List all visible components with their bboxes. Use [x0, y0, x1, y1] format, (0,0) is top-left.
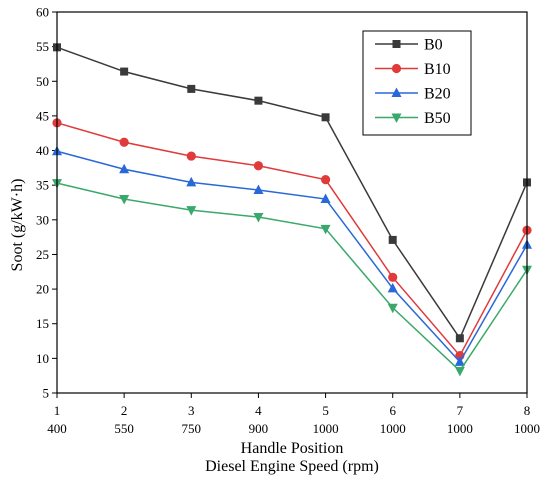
data-point	[119, 137, 129, 147]
data-point	[455, 334, 464, 343]
y-axis-ticks: 5 10 15 20 25 30 35 40 45 50 55 60	[36, 5, 57, 401]
y-tick-label: 50	[36, 74, 49, 89]
legend-label: B20	[424, 86, 451, 103]
data-point	[186, 151, 196, 161]
legend-label: B0	[424, 37, 443, 54]
x-tick-label: 3	[188, 403, 195, 418]
legend-marker	[391, 87, 402, 97]
data-point	[119, 163, 130, 174]
x-tick-label-speed: 900	[249, 421, 269, 436]
legend: B0 B10 B20 B50	[362, 30, 472, 136]
data-point	[387, 282, 398, 293]
y-tick-label: 20	[36, 282, 49, 297]
legend-marker	[391, 113, 402, 123]
x-tick-label: 1	[54, 403, 61, 418]
legend-item: B50	[375, 110, 451, 127]
data-point	[387, 303, 398, 314]
legend-item: B20	[375, 86, 451, 103]
legend-item: B0	[375, 37, 443, 54]
y-tick-label: 30	[36, 212, 49, 227]
data-point	[388, 235, 397, 244]
legend-box	[362, 30, 472, 136]
x-tick-label-speed: 1000	[313, 421, 339, 436]
data-point	[119, 195, 130, 205]
data-point	[320, 175, 331, 185]
y-axis-title: Soot (g/kW·h)	[9, 179, 26, 272]
x-tick-label-speed: 1000	[447, 421, 473, 436]
x-tick-label: 4	[255, 403, 262, 418]
series-line	[56, 46, 528, 340]
y-tick-label: 45	[36, 108, 49, 123]
x-tick-label-speed: 750	[182, 421, 202, 436]
x-tick-label: 5	[322, 403, 329, 418]
y-tick-label: 25	[36, 247, 49, 262]
series-line	[56, 122, 528, 357]
legend-label: B10	[424, 61, 451, 78]
x-tick-label-speed: 550	[114, 421, 134, 436]
data-point	[120, 67, 129, 76]
data-point	[187, 84, 196, 93]
data-point	[253, 213, 264, 223]
series-line	[56, 150, 528, 364]
x-tick-label: 8	[524, 403, 531, 418]
data-point	[454, 366, 465, 377]
x-tick-label-speed: 1000	[514, 421, 540, 436]
data-point	[321, 113, 330, 122]
data-point	[388, 272, 398, 282]
legend-marker	[391, 63, 402, 74]
y-tick-label: 5	[43, 386, 50, 401]
x-tick-label: 6	[389, 403, 396, 418]
data-point	[454, 356, 465, 366]
x-axis-title: Handle Position	[241, 440, 344, 457]
x-tick-label-speed: 1000	[380, 421, 406, 436]
data-point	[186, 206, 197, 216]
x-axis-ticks: 1 400 2 550 3 750 4 900 5 1000 6 1000 7 1000 8 1000	[47, 393, 540, 436]
series-group	[52, 43, 532, 377]
legend-item: B10	[375, 61, 451, 78]
x-tick-label: 2	[121, 403, 128, 418]
data-point	[320, 224, 331, 235]
x-tick-label-speed: 400	[47, 421, 67, 436]
series-b20	[52, 145, 532, 366]
y-tick-label: 60	[36, 5, 49, 20]
x-axis-title-speed: Diesel Engine Speed (rpm)	[205, 458, 379, 475]
y-tick-label: 35	[36, 178, 49, 193]
data-point	[186, 176, 197, 187]
series-b10	[52, 118, 532, 361]
data-point	[254, 96, 263, 105]
x-tick-label: 7	[457, 403, 464, 418]
data-point	[253, 184, 264, 195]
plot-area-frame	[56, 11, 528, 394]
legend-marker	[392, 40, 401, 48]
series-b50	[52, 179, 532, 377]
data-point	[253, 161, 264, 171]
series-line	[56, 182, 528, 372]
legend-label: B50	[424, 110, 451, 127]
data-point	[320, 193, 331, 204]
y-tick-label: 15	[36, 316, 49, 331]
y-tick-label: 55	[36, 39, 49, 54]
y-tick-label: 10	[36, 351, 49, 366]
y-tick-label: 40	[36, 143, 49, 158]
